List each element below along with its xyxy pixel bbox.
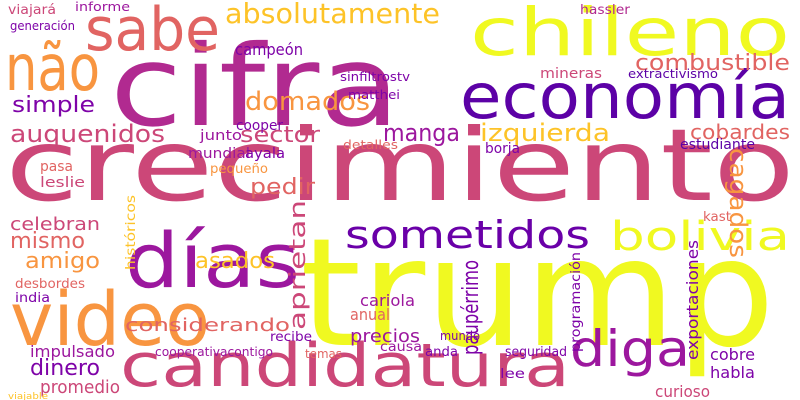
word: aprietan bbox=[286, 200, 311, 330]
word: economía bbox=[460, 60, 790, 133]
word: matthei bbox=[348, 88, 400, 102]
word: históricos bbox=[124, 195, 139, 270]
word: programación bbox=[569, 252, 584, 352]
word: mundial bbox=[188, 146, 250, 162]
word: mineras bbox=[540, 66, 602, 82]
word: cariola bbox=[360, 291, 415, 310]
word: kast bbox=[703, 210, 731, 225]
word: hassler bbox=[580, 3, 631, 18]
word: temas bbox=[305, 347, 342, 361]
word: izquierda bbox=[480, 119, 610, 147]
word: sector bbox=[240, 123, 321, 148]
word: amigo bbox=[25, 249, 100, 274]
word: bolivia bbox=[610, 214, 790, 260]
word: domados bbox=[245, 87, 370, 117]
word: candidatura bbox=[120, 331, 570, 400]
word: generación bbox=[10, 19, 75, 33]
word: cooperativacontigo bbox=[155, 345, 273, 359]
word: mismo bbox=[10, 229, 85, 254]
word: manga bbox=[383, 119, 460, 147]
word: auquenidos bbox=[10, 120, 165, 148]
word: exportaciones bbox=[683, 240, 702, 360]
word: seguridad bbox=[505, 345, 567, 360]
word: mundo bbox=[440, 329, 480, 343]
word: diga bbox=[570, 320, 690, 378]
word: sabe bbox=[85, 0, 220, 65]
word: ayala bbox=[245, 146, 285, 162]
word: asados bbox=[195, 249, 275, 274]
word: india bbox=[15, 291, 50, 306]
word: leslie bbox=[40, 175, 85, 191]
word: cooper bbox=[236, 118, 283, 134]
word: considerando bbox=[125, 315, 290, 336]
word: borja bbox=[485, 141, 520, 157]
word: trump bbox=[300, 207, 775, 381]
word: días bbox=[125, 216, 300, 305]
word: combustible bbox=[635, 51, 790, 76]
word: campeón bbox=[235, 40, 303, 59]
word: recibe bbox=[270, 330, 312, 345]
word: extractivismo bbox=[628, 67, 718, 81]
word: simple bbox=[12, 93, 95, 118]
word: detalles bbox=[343, 138, 398, 152]
word: impulsado bbox=[30, 342, 115, 361]
word: crecimiento bbox=[5, 107, 795, 224]
word: lee bbox=[500, 367, 525, 382]
word: precios bbox=[350, 326, 420, 347]
word: cifra bbox=[110, 22, 400, 152]
word: curioso bbox=[655, 382, 710, 400]
word: causa bbox=[380, 340, 422, 355]
word: junto bbox=[199, 128, 242, 144]
word: cobre bbox=[710, 345, 755, 364]
word: viajará bbox=[8, 3, 56, 18]
word: celebran bbox=[10, 214, 100, 235]
word: paupérrimo bbox=[459, 260, 484, 355]
word: anual bbox=[350, 305, 390, 324]
word: estudiante bbox=[680, 137, 755, 153]
word: cagados bbox=[724, 148, 752, 258]
word: informe bbox=[75, 0, 130, 14]
word: não bbox=[5, 32, 100, 106]
word: sinfiltrostv bbox=[340, 70, 410, 84]
word: pequeño bbox=[210, 162, 268, 177]
word: chileno bbox=[470, 0, 790, 71]
word: anda bbox=[425, 345, 458, 360]
word: promedio bbox=[40, 377, 120, 398]
word: video bbox=[10, 277, 210, 363]
word: absolutamente bbox=[225, 0, 440, 30]
word: pedir bbox=[250, 175, 316, 200]
word: habla bbox=[710, 363, 755, 382]
word: viajable bbox=[8, 392, 49, 400]
word: cobardes bbox=[690, 120, 790, 144]
word: sometidos bbox=[345, 213, 590, 257]
word: dinero bbox=[30, 356, 100, 381]
word: pasa bbox=[40, 159, 73, 175]
word: desbordes bbox=[15, 277, 85, 292]
